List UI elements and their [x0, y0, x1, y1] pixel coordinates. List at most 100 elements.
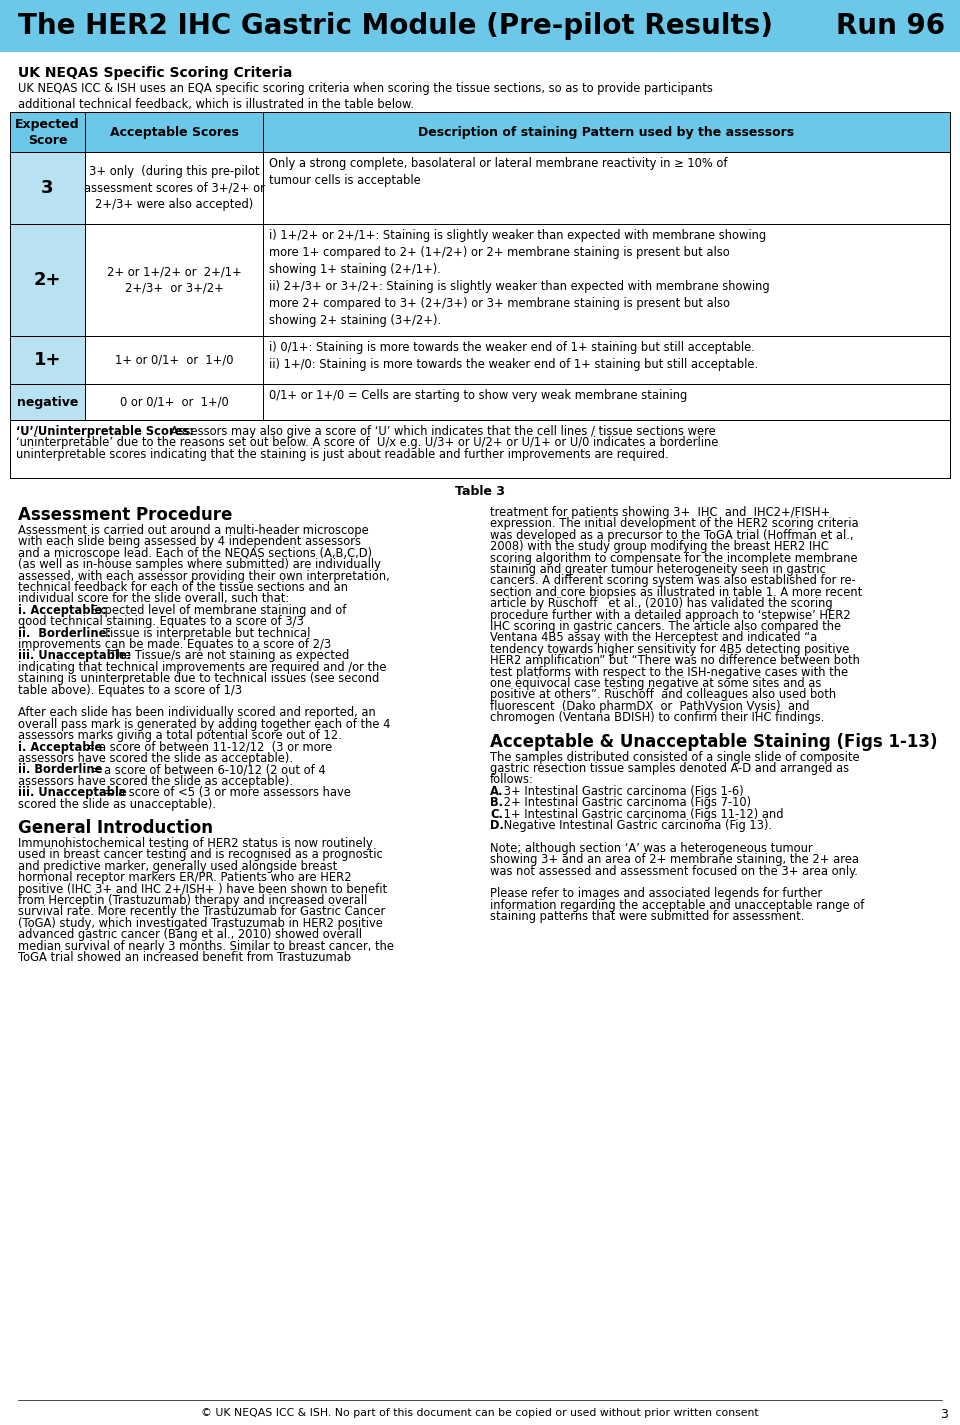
Text: 3+ Intestinal Gastric carcinoma (Figs 1-6): 3+ Intestinal Gastric carcinoma (Figs 1-… [500, 785, 744, 798]
Bar [10, 336, 85, 383]
Text: D.: D. [490, 819, 504, 832]
Text: assessed, with each assessor providing their own interpretation,: assessed, with each assessor providing t… [18, 570, 390, 583]
Text: negative: negative [17, 396, 78, 409]
Text: Table 3: Table 3 [455, 485, 505, 497]
Text: UK NEQAS ICC & ISH uses an EQA specific scoring criteria when scoring the tissue: UK NEQAS ICC & ISH uses an EQA specific … [18, 83, 713, 111]
Bar [10, 152, 950, 224]
Bar [10, 152, 85, 224]
Text: was developed as a precursor to the ToGA trial (Hoffman et al.,: was developed as a precursor to the ToGA… [490, 529, 853, 542]
Bar [10, 383, 950, 420]
Text: General Introduction: General Introduction [18, 819, 213, 836]
Text: Note; although section ‘A’ was a heterogeneous tumour: Note; although section ‘A’ was a heterog… [490, 842, 812, 855]
Text: Tissue is interpretable but technical: Tissue is interpretable but technical [96, 627, 311, 640]
Text: Acceptable & Unacceptable Staining (Figs 1-13): Acceptable & Unacceptable Staining (Figs… [490, 732, 938, 751]
Text: 3+ only  (during this pre-pilot
assessment scores of 3+/2+ or
2+/3+ were also ac: 3+ only (during this pre-pilot assessmen… [84, 165, 264, 211]
Text: 2008) with the study group modifying the breast HER2 IHC: 2008) with the study group modifying the… [490, 540, 828, 553]
Text: Acceptable Scores: Acceptable Scores [109, 125, 238, 138]
Text: 1+ Intestinal Gastric carcinoma (Figs 11-12) and: 1+ Intestinal Gastric carcinoma (Figs 11… [500, 808, 783, 821]
Text: Negative Intestinal Gastric carcinoma (Fig 13).: Negative Intestinal Gastric carcinoma (F… [500, 819, 773, 832]
Text: and a microscope lead. Each of the NEQAS sections (A,B,C,D): and a microscope lead. Each of the NEQAS… [18, 547, 372, 560]
Text: staining and greater tumour heterogeneity seen in gastric: staining and greater tumour heterogeneit… [490, 563, 826, 576]
Text: i. Acceptable:: i. Acceptable: [18, 604, 107, 617]
Text: cancers. A different scoring system was also established for re-: cancers. A different scoring system was … [490, 574, 855, 587]
Text: procedure further with a detailed approach to ‘stepwise’ HER2: procedure further with a detailed approa… [490, 608, 851, 621]
Text: treatment for patients showing 3+  IHC  and  IHC2+/FISH+: treatment for patients showing 3+ IHC an… [490, 506, 830, 519]
Text: i) 0/1+: Staining is more towards the weaker end of 1+ staining but still accept: i) 0/1+: Staining is more towards the we… [269, 341, 758, 370]
Text: positive (IHC 3+ and IHC 2+/ISH+ ) have been shown to benefit: positive (IHC 3+ and IHC 2+/ISH+ ) have … [18, 882, 387, 895]
Text: (ToGA) study, which investigated Trastuzumab in HER2 positive: (ToGA) study, which investigated Trastuz… [18, 916, 383, 929]
Text: scored the slide as unacceptable).: scored the slide as unacceptable). [18, 798, 216, 811]
Text: Assessment is carried out around a multi-header microscope: Assessment is carried out around a multi… [18, 524, 369, 537]
Text: tendency towards higher sensitivity for 4B5 detecting positive: tendency towards higher sensitivity for … [490, 643, 850, 656]
Text: Immunohistochemical testing of HER2 status is now routinely: Immunohistochemical testing of HER2 stat… [18, 836, 372, 849]
Text: 3: 3 [41, 180, 54, 197]
Text: (as well as in-house samples where submitted) are individually: (as well as in-house samples where submi… [18, 559, 381, 571]
Text: used in breast cancer testing and is recognised as a prognostic: used in breast cancer testing and is rec… [18, 848, 383, 861]
Text: = a score of between 11-12/12  (3 or more: = a score of between 11-12/12 (3 or more [82, 741, 332, 754]
Text: assessors marks giving a total potential score out of 12.: assessors marks giving a total potential… [18, 730, 342, 742]
Text: iii. Unacceptable:: iii. Unacceptable: [18, 650, 132, 663]
Text: advanced gastric cancer (Bang et al., 2010) showed overall: advanced gastric cancer (Bang et al., 20… [18, 928, 362, 941]
Text: Ventana 4B5 assay with the Herceptest and indicated “a: Ventana 4B5 assay with the Herceptest an… [490, 631, 817, 644]
Text: uninterpretable scores indicating that the staining is just about readable and f: uninterpretable scores indicating that t… [16, 447, 668, 460]
Text: After each slide has been individually scored and reported, an: After each slide has been individually s… [18, 707, 375, 720]
Text: Description of staining Pattern used by the assessors: Description of staining Pattern used by … [419, 125, 795, 138]
Text: good technical staining. Equates to a score of 3/3: good technical staining. Equates to a sc… [18, 616, 304, 628]
Text: and predictive marker, generally used alongside breast: and predictive marker, generally used al… [18, 859, 337, 872]
Text: iii. Unacceptable: iii. Unacceptable [18, 787, 127, 799]
Text: fluorescent  (Dako pharmDX  or  PathVysion Vysis)  and: fluorescent (Dako pharmDX or PathVysion … [490, 700, 809, 712]
Text: = a score of between 6-10/12 (2 out of 4: = a score of between 6-10/12 (2 out of 4 [86, 764, 325, 777]
Bar [10, 383, 85, 420]
Text: assessors have scored the slide as acceptable).: assessors have scored the slide as accep… [18, 752, 293, 765]
Text: UK NEQAS Specific Scoring Criteria: UK NEQAS Specific Scoring Criteria [18, 66, 293, 80]
Text: 2+ Intestinal Gastric carcinoma (Figs 7-10): 2+ Intestinal Gastric carcinoma (Figs 7-… [500, 797, 752, 809]
Text: ‘uninterpretable’ due to the reasons set out below. A score of  U/x e.g. U/3+ or: ‘uninterpretable’ due to the reasons set… [16, 436, 718, 449]
Text: table above). Equates to a score of 1/3: table above). Equates to a score of 1/3 [18, 684, 242, 697]
Text: overall pass mark is generated by adding together each of the 4: overall pass mark is generated by adding… [18, 718, 391, 731]
Text: scoring algorithm to compensate for the incomplete membrane: scoring algorithm to compensate for the … [490, 551, 857, 564]
Bar [10, 224, 950, 336]
Text: The Tissue/s are not staining as expected: The Tissue/s are not staining as expecte… [107, 650, 349, 663]
Text: 1+ or 0/1+  or  1+/0: 1+ or 0/1+ or 1+/0 [115, 353, 233, 366]
Text: 0/1+ or 1+/0 = Cells are starting to show very weak membrane staining: 0/1+ or 1+/0 = Cells are starting to sho… [269, 389, 687, 402]
Text: hormonal receptor markers ER/PR. Patients who are HER2: hormonal receptor markers ER/PR. Patient… [18, 871, 351, 884]
Text: A.: A. [490, 785, 503, 798]
Text: 1+: 1+ [34, 351, 61, 369]
Text: indicating that technical improvements are required and /or the: indicating that technical improvements a… [18, 661, 387, 674]
Bar [10, 420, 950, 477]
Bar [10, 336, 950, 383]
Text: follows:: follows: [490, 774, 534, 787]
Text: Expected level of membrane staining and of: Expected level of membrane staining and … [86, 604, 346, 617]
Text: survival rate. More recently the Trastuzumab for Gastric Cancer: survival rate. More recently the Trastuz… [18, 905, 385, 918]
Text: median survival of nearly 3 months. Similar to breast cancer, the: median survival of nearly 3 months. Simi… [18, 939, 394, 952]
Text: with each slide being assessed by 4 independent assessors: with each slide being assessed by 4 inde… [18, 536, 361, 549]
Text: The samples distributed consisted of a single slide of composite: The samples distributed consisted of a s… [490, 751, 859, 764]
Text: Please refer to images and associated legends for further: Please refer to images and associated le… [490, 888, 823, 901]
Text: 2+: 2+ [34, 271, 61, 289]
Text: i) 1+/2+ or 2+/1+: Staining is slightly weaker than expected with membrane showi: i) 1+/2+ or 2+/1+: Staining is slightly … [269, 229, 770, 326]
Text: i. Acceptable: i. Acceptable [18, 741, 103, 754]
Text: B.: B. [490, 797, 503, 809]
Text: The HER2 IHC Gastric Module (Pre-pilot Results): The HER2 IHC Gastric Module (Pre-pilot R… [18, 11, 773, 40]
Text: one equivocal case testing negative at some sites and as: one equivocal case testing negative at s… [490, 677, 822, 690]
Text: staining is uninterpretable due to technical issues (see second: staining is uninterpretable due to techn… [18, 673, 379, 685]
Text: 3: 3 [940, 1408, 948, 1421]
Text: ‘U’/Uninterpretable Scores:: ‘U’/Uninterpretable Scores: [16, 425, 194, 437]
Text: HER2 amplification” but “There was no difference between both: HER2 amplification” but “There was no di… [490, 654, 860, 667]
Text: technical feedback for each of the tissue sections and an: technical feedback for each of the tissu… [18, 581, 348, 594]
Bar [10, 113, 950, 152]
Text: article by Rüschoff   et al., (2010) has validated the scoring: article by Rüschoff et al., (2010) has v… [490, 597, 832, 610]
Text: from Herceptin (Trastuzumab) therapy and increased overall: from Herceptin (Trastuzumab) therapy and… [18, 893, 368, 906]
Text: staining patterns that were submitted for assessment.: staining patterns that were submitted fo… [490, 911, 804, 923]
Text: gastric resection tissue samples denoted A-D and arranged as: gastric resection tissue samples denoted… [490, 762, 850, 775]
Text: Expected
Score: Expected Score [15, 117, 80, 147]
Text: IHC scoring in gastric cancers. The article also compared the: IHC scoring in gastric cancers. The arti… [490, 620, 841, 633]
Text: Only a strong complete, basolateral or lateral membrane reactivity in ≥ 10% of
t: Only a strong complete, basolateral or l… [269, 157, 728, 187]
Bar [0, 0, 960, 51]
Text: showing 3+ and an area of 2+ membrane staining, the 2+ area: showing 3+ and an area of 2+ membrane st… [490, 854, 859, 866]
Text: Assessment Procedure: Assessment Procedure [18, 506, 232, 524]
Text: was not assessed and assessment focused on the 3+ area only.: was not assessed and assessment focused … [490, 865, 858, 878]
Text: assessors have scored the slide as acceptable).: assessors have scored the slide as accep… [18, 775, 293, 788]
Text: Run 96: Run 96 [836, 11, 945, 40]
Text: chromogen (Ventana BDISH) to confirm their IHC findings.: chromogen (Ventana BDISH) to confirm the… [490, 711, 825, 724]
